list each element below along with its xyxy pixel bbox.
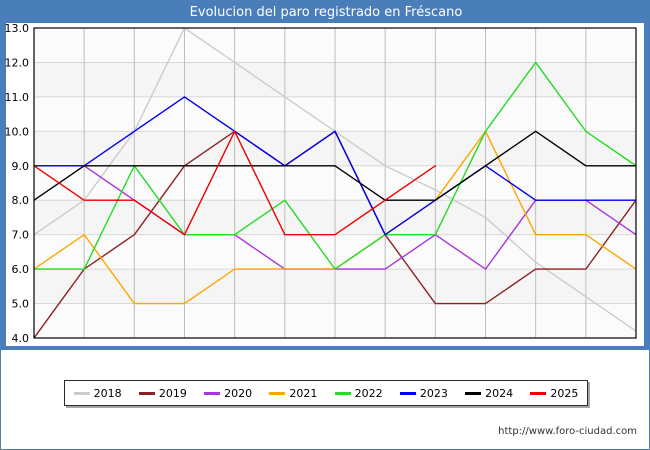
legend-label: 2024 <box>485 386 514 400</box>
legend-label: 2018 <box>93 386 122 400</box>
legend-label: 2022 <box>354 386 383 400</box>
window-title-bar: Evolucion del paro registrado en Fréscan… <box>1 1 650 23</box>
y-axis-tick-label: 12.0 <box>5 56 30 69</box>
legend-swatch-icon <box>530 391 547 395</box>
legend-label: 2019 <box>158 386 187 400</box>
legend-label: 2025 <box>550 386 579 400</box>
legend-swatch-icon <box>399 391 416 395</box>
legend-swatch-icon <box>334 391 351 395</box>
legend-item-2024[interactable]: 2024 <box>465 387 513 400</box>
y-axis-tick-label: 6.0 <box>12 263 30 276</box>
decorative-right-rail <box>644 23 649 346</box>
plot-border <box>33 27 637 339</box>
legend-item-2019[interactable]: 2019 <box>138 386 187 400</box>
legend-item-2018[interactable]: 2018 <box>73 386 122 400</box>
legend-item-2021[interactable]: 2021 <box>269 387 317 400</box>
y-axis-tick-label: 11.0 <box>5 91 30 104</box>
series-line-2025 <box>34 130 437 236</box>
y-axis-tick-label: 9.0 <box>12 160 30 173</box>
legend-item-2022[interactable]: 2022 <box>334 386 383 400</box>
legend-swatch-icon <box>138 391 155 395</box>
decorative-left-rail <box>1 23 6 346</box>
legend-label: 2023 <box>419 386 448 400</box>
page-title: Evolucion del paro registrado en Fréscan… <box>189 4 463 20</box>
y-axis-tick-label: 7.0 <box>12 229 30 242</box>
legend-item-2023[interactable]: 2023 <box>399 386 448 400</box>
y-axis-tick-label: 5.0 <box>12 298 30 311</box>
y-axis-tick-label: 13.0 <box>5 23 30 35</box>
legend-swatch-icon <box>465 391 482 395</box>
legend-swatch-icon <box>204 391 221 395</box>
legend-item-2020[interactable]: 2020 <box>204 387 252 400</box>
legend-label: 2021 <box>289 386 318 400</box>
y-axis-tick-label: 8.0 <box>12 194 30 207</box>
chart-legend: 2018 2019 2020 2021 2022 2023 2024 2025 <box>64 380 588 406</box>
series-line-2024 <box>34 130 636 201</box>
series-line-2023 <box>34 96 636 236</box>
legend-label: 2020 <box>224 386 253 400</box>
line-chart: 4.05.06.07.08.09.010.011.012.013.0ENEFEB… <box>5 23 637 345</box>
chart-area: 4.05.06.07.08.09.010.011.012.013.0ENEFEB… <box>1 23 650 346</box>
decorative-bottom-rail <box>1 346 650 350</box>
y-axis-tick-label: 4.0 <box>12 332 30 345</box>
source-url: http://www.foro-ciudad.com <box>498 426 637 437</box>
legend-swatch-icon <box>269 391 286 395</box>
y-axis-tick-label: 10.0 <box>5 125 30 138</box>
legend-swatch-icon <box>73 391 90 395</box>
legend-item-2025[interactable]: 2025 <box>530 387 578 400</box>
series-group <box>34 28 636 338</box>
